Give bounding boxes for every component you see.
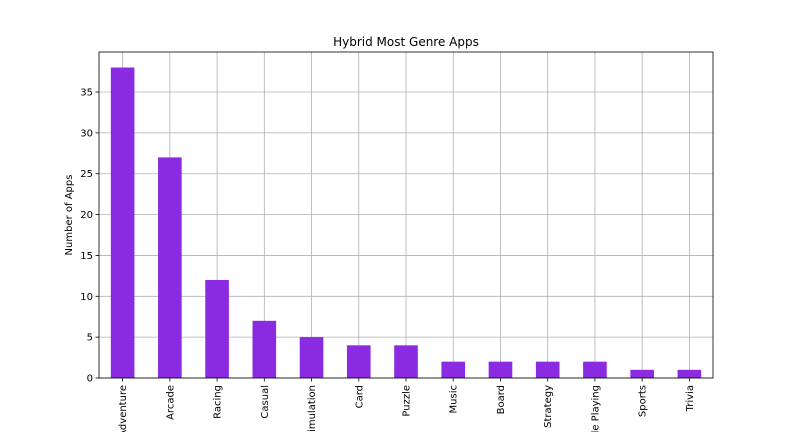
bar-casual	[252, 320, 277, 378]
x-gridlines	[122, 52, 690, 378]
x-tick-label: Strategy	[543, 385, 554, 428]
x-tick-label: Racing	[213, 385, 224, 419]
y-tick-label: 5	[87, 333, 93, 344]
x-tick-label: Trivia	[685, 385, 696, 412]
x-tick-label: Casual	[260, 385, 271, 419]
x-tick-label: Role Playing	[590, 385, 601, 432]
bar-sports	[630, 369, 654, 378]
bar-arcade	[158, 157, 182, 378]
y-tick-label: 30	[80, 128, 93, 139]
y-tick-label: 15	[80, 251, 93, 262]
bars	[110, 67, 702, 378]
x-axis-ticks: Adventure Arcade Racing Casual Simulation Car…	[118, 378, 696, 432]
y-tick-label: 10	[80, 292, 93, 303]
y-tick-label: 35	[80, 88, 93, 99]
x-tick-label: Card	[354, 385, 365, 408]
bar-board	[488, 361, 513, 378]
y-tick-label: 0	[87, 374, 93, 385]
y-axis-label: Number of Apps	[64, 175, 75, 256]
x-tick-label: Sports	[638, 385, 649, 417]
y-tick-label: 25	[80, 169, 93, 180]
y-tick-label: 20	[80, 210, 93, 221]
bar-role-playing	[583, 361, 607, 378]
x-tick-label: Adventure	[118, 385, 129, 432]
bar-strategy	[535, 361, 560, 378]
bar-card	[346, 345, 371, 378]
x-tick-label: Arcade	[165, 385, 176, 420]
y-axis-ticks: 0 5 10 15 20 25 30 35	[80, 88, 99, 385]
bar-racing	[205, 279, 229, 378]
x-tick-label: Simulation	[307, 385, 318, 432]
x-tick-label: Music	[449, 385, 460, 413]
bar-simulation	[299, 337, 324, 378]
x-tick-label: Board	[496, 385, 507, 414]
bar-puzzle	[394, 345, 418, 378]
bar-music	[441, 361, 466, 378]
bar-trivia	[677, 369, 702, 378]
bar-adventure	[110, 67, 135, 378]
x-tick-label: Puzzle	[402, 385, 413, 417]
chart-title: Hybrid Most Genre Apps	[333, 35, 479, 49]
